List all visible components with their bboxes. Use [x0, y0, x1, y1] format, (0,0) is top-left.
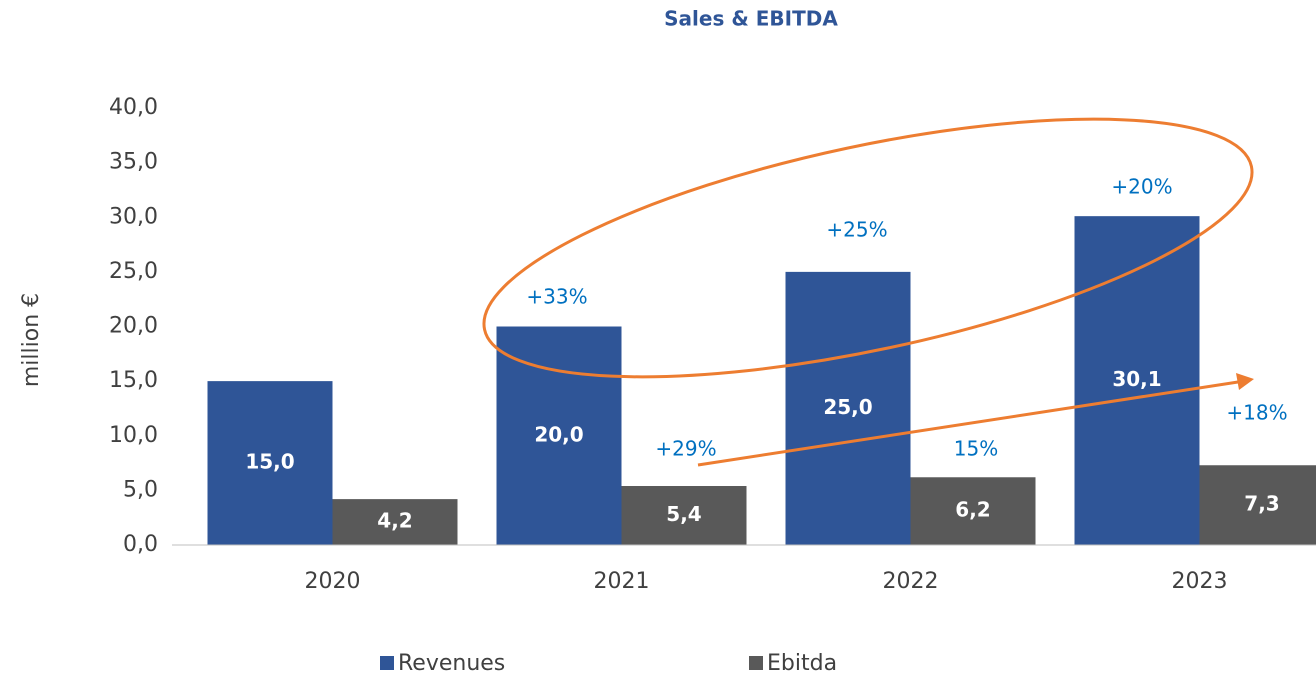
y-tick-label: 40,0 [109, 95, 158, 120]
x-tick-label: 2020 [305, 569, 361, 594]
bar [910, 477, 1036, 545]
legend-label: Ebitda [767, 651, 837, 676]
annotation: +20% [1111, 175, 1172, 199]
bar [332, 499, 458, 545]
value-label: 30,1 [1112, 367, 1161, 391]
y-axis-label: million € [19, 293, 44, 387]
y-tick-label: 0,0 [123, 532, 158, 557]
legend-swatch [749, 656, 763, 670]
annotation: +29% [655, 437, 716, 461]
bar [621, 486, 747, 545]
value-label: 15,0 [245, 450, 294, 474]
y-tick-label: 20,0 [109, 314, 158, 339]
legend-swatch [380, 656, 394, 670]
x-tick-label: 2023 [1172, 569, 1228, 594]
chart-title: Sales & EBITDA [664, 7, 838, 31]
arrow-head [1236, 373, 1254, 390]
bar [207, 381, 333, 545]
trend-arrow [697, 380, 1239, 467]
x-tick-label: 2021 [594, 569, 650, 594]
y-tick-label: 15,0 [109, 368, 158, 393]
x-tick-label: 2022 [883, 569, 939, 594]
annotation: +18% [1226, 401, 1287, 425]
value-label: 5,4 [666, 502, 701, 526]
value-label: 20,0 [534, 422, 583, 446]
bar [496, 326, 622, 545]
y-tick-label: 5,0 [123, 477, 158, 502]
value-label: 4,2 [377, 509, 412, 533]
legend-label: Revenues [398, 651, 505, 676]
y-tick-label: 25,0 [109, 259, 158, 284]
value-label: 6,2 [955, 498, 990, 522]
bar [1199, 465, 1316, 545]
highlight-ellipse [482, 117, 1254, 379]
annotation: 15% [954, 437, 998, 461]
y-tick-label: 10,0 [109, 423, 158, 448]
y-tick-label: 30,0 [109, 204, 158, 229]
annotation: +33% [526, 285, 587, 309]
bar [785, 271, 911, 545]
value-label: 7,3 [1244, 492, 1279, 516]
annotation: +25% [826, 218, 887, 242]
y-tick-label: 35,0 [109, 150, 158, 175]
value-label: 25,0 [823, 395, 872, 419]
plot: 0,0 5,0 10,0 15,0 20,0 25,0 30,0 35,0 40,0 2020 15… [109, 95, 1316, 676]
bar [1074, 216, 1200, 545]
